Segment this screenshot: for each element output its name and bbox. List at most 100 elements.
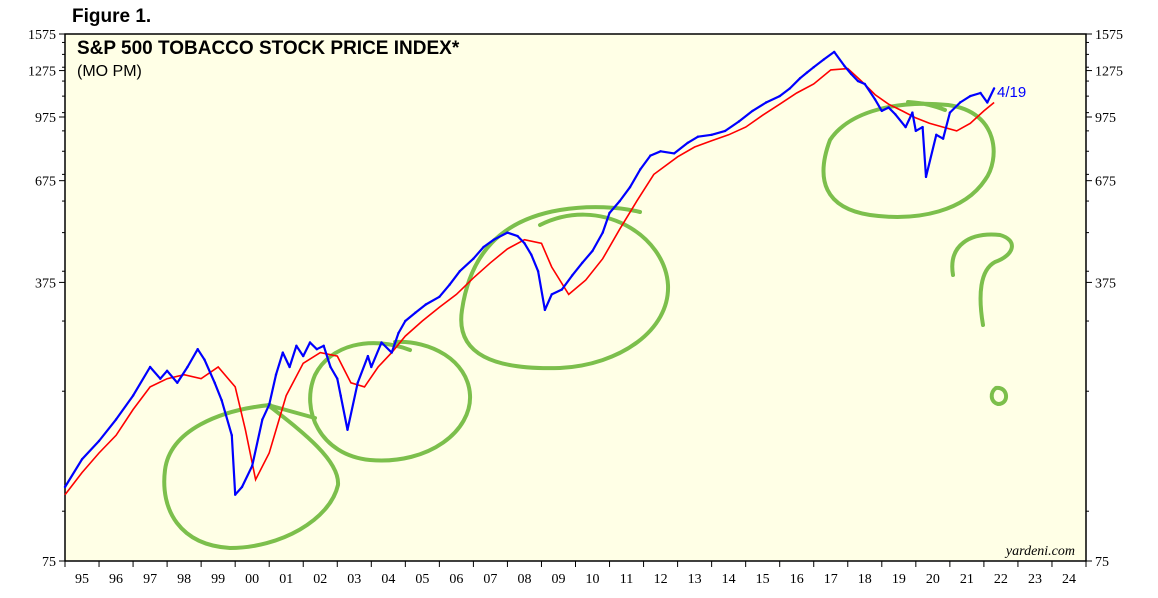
price-point: [914, 129, 917, 133]
price-point: [131, 394, 135, 397]
plot-area: [64, 33, 1087, 562]
x-tick-label: 04: [381, 572, 395, 587]
annotation-circle-2002-2005: [308, 339, 473, 463]
price-point: [686, 141, 689, 144]
price-point: [601, 231, 604, 234]
y-tick-label-left: 375: [35, 276, 56, 291]
price-point: [356, 381, 359, 384]
y-tick-label-left: 675: [35, 175, 56, 190]
x-tick-label: 02: [313, 572, 327, 587]
price-point: [649, 154, 652, 157]
question-mark-dot: [989, 385, 1008, 406]
x-tick-label: 99: [211, 572, 225, 587]
price-point: [764, 101, 768, 104]
price-point: [822, 58, 826, 61]
price-point: [240, 485, 244, 489]
price-point: [948, 111, 952, 114]
annotation-circle-2018-2022: [821, 100, 996, 219]
price-point: [336, 377, 339, 380]
price-point: [958, 101, 962, 104]
price-point: [887, 106, 890, 109]
price-point: [159, 377, 162, 380]
price-point: [778, 94, 781, 98]
price-point: [322, 344, 325, 347]
price-point: [798, 77, 802, 80]
price-point: [696, 135, 700, 138]
x-tick-label: 21: [960, 572, 974, 587]
x-tick-label: 22: [994, 572, 1008, 587]
price-point: [346, 428, 349, 431]
price-point: [921, 125, 924, 129]
price-point: [639, 168, 642, 171]
y-tick-label-right: 75: [1095, 555, 1109, 570]
x-tick-label: 11: [620, 572, 633, 587]
price-point: [850, 72, 853, 76]
figure-label: Figure 1.: [72, 6, 151, 27]
price-point: [448, 283, 451, 286]
price-point: [458, 270, 461, 273]
price-point: [274, 373, 278, 376]
x-tick-label: 18: [858, 572, 872, 587]
x-tick-label: 09: [551, 572, 565, 587]
price-point: [261, 418, 264, 421]
price-point: [404, 319, 407, 323]
x-tick-label: 20: [926, 572, 940, 587]
x-tick-label: 96: [109, 572, 123, 587]
x-tick-label: 24: [1062, 572, 1076, 587]
chart-subtitle: (MO PM): [77, 63, 142, 80]
price-point: [710, 133, 713, 136]
x-tick-label: 01: [279, 572, 293, 587]
x-tick-label: 06: [449, 572, 463, 587]
price-point: [281, 351, 284, 354]
price-point: [114, 418, 118, 421]
price-point: [213, 381, 216, 384]
x-tick-label: 08: [517, 572, 531, 587]
price-point: [530, 253, 533, 256]
price-point: [805, 71, 809, 74]
price-point: [472, 257, 475, 260]
price-point: [570, 274, 574, 277]
price-point: [438, 295, 441, 298]
price-point: [941, 137, 945, 140]
price-point: [176, 381, 179, 384]
price-point: [628, 186, 632, 189]
y-tick-label-left: 75: [42, 555, 56, 570]
price-point: [591, 249, 594, 253]
price-point: [288, 365, 291, 369]
x-tick-label: 05: [415, 572, 429, 587]
price-point: [536, 270, 540, 273]
price-point: [969, 94, 972, 98]
price-point: [492, 238, 495, 241]
y-tick-label-right: 1275: [1095, 65, 1123, 80]
y-tick-label-left: 1575: [28, 28, 56, 43]
price-point: [339, 394, 342, 397]
price-point: [873, 98, 877, 101]
price-point: [165, 369, 169, 372]
price-point: [833, 50, 836, 54]
price-point: [894, 113, 897, 116]
x-axis: 95 96 97 98 99 00 01 02 03 04 05 06 07 08 09 10 11 12 13 14…: [64, 561, 1087, 587]
price-point: [659, 150, 662, 153]
x-tick-label: 97: [143, 572, 157, 587]
price-point: [618, 199, 621, 203]
price-point: [880, 109, 883, 113]
price-point: [788, 87, 792, 90]
price-point: [986, 101, 989, 104]
x-tick-label: 07: [483, 572, 497, 587]
price-point: [608, 211, 611, 215]
price-point: [230, 434, 233, 437]
hand-drawn-annotations: [162, 100, 1014, 550]
price-point: [315, 348, 318, 351]
annotation-circle-1998-2001: [162, 403, 341, 550]
price-point: [370, 365, 373, 369]
price-point: [196, 348, 199, 351]
price-point: [268, 403, 271, 406]
x-tick-label: 03: [347, 572, 361, 587]
x-tick-label: 12: [654, 572, 668, 587]
price-point: [302, 354, 305, 358]
question-mark-hook: [950, 232, 1014, 327]
annotation-circle-2007-2010: [459, 205, 671, 371]
price-point: [856, 79, 860, 83]
price-point: [482, 245, 485, 249]
y-tick-label-left: 975: [35, 111, 56, 126]
